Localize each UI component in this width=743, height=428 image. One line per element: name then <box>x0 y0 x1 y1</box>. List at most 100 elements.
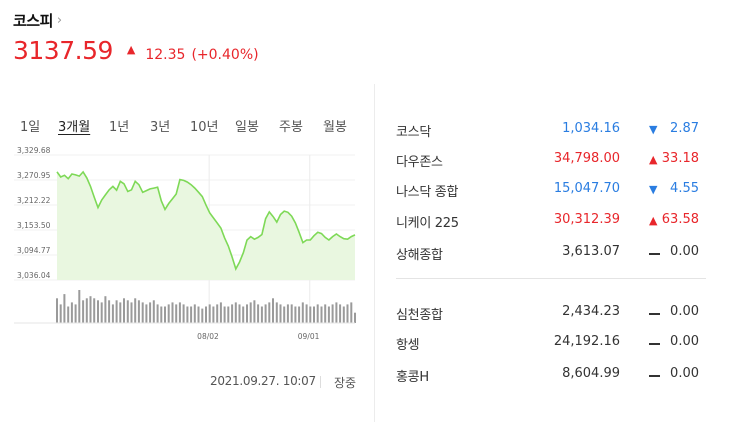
volume-bar <box>354 312 356 323</box>
index-title-link[interactable]: 코스피 › <box>13 10 62 30</box>
down-arrow-icon: ▼ <box>649 123 658 136</box>
index-row[interactable]: 심천종합 2,434.23 0.00 <box>396 304 716 324</box>
volume-bar <box>294 306 297 323</box>
volume-bar <box>242 306 245 323</box>
volume-bar <box>234 302 237 323</box>
volume-bar <box>253 300 256 323</box>
current-price: 3137.59 <box>13 36 113 65</box>
volume-bar <box>301 302 304 323</box>
index-list-divider <box>396 278 706 279</box>
price-chart[interactable]: 3,329.68 3,270.95 3,212.22 3,153.50 3,094.77… <box>0 140 360 345</box>
volume-bar <box>275 302 278 323</box>
volume-bar <box>126 300 129 323</box>
volume-bar <box>104 296 107 323</box>
tab-3y[interactable]: 3년 <box>150 120 171 135</box>
volume-bar <box>249 302 252 323</box>
index-row[interactable]: 니케이 225 30,312.39 ▲ 63.58 <box>396 212 716 232</box>
volume-bar <box>141 302 144 323</box>
x-tick-label: 09/01 <box>298 332 320 341</box>
index-value: 24,192.16 <box>553 334 620 349</box>
index-change: 0.00 <box>670 304 699 319</box>
up-arrow-icon: ▲ <box>126 43 136 56</box>
volume-bar <box>212 306 215 323</box>
index-row[interactable]: 상해종합 3,613.07 0.00 <box>396 244 716 264</box>
y-tick-label: 3,270.95 <box>17 171 51 180</box>
index-title: 코스피 <box>13 11 53 30</box>
index-value: 1,034.16 <box>562 121 620 136</box>
down-arrow-icon: ▼ <box>649 183 658 196</box>
index-row[interactable]: 나스닥 종합 15,047.70 ▼ 4.55 <box>396 181 716 201</box>
tab-3m[interactable]: 3개월 <box>58 120 91 135</box>
tab-1y[interactable]: 1년 <box>109 120 130 135</box>
volume-bar <box>201 308 204 323</box>
index-row[interactable]: 코스닥 1,034.16 ▼ 2.87 <box>396 121 716 141</box>
volume-bar <box>160 306 163 323</box>
volume-bar <box>342 306 345 323</box>
volume-bar <box>85 298 88 324</box>
tab-weekly[interactable]: 주봉 <box>279 120 303 135</box>
price-area <box>57 171 355 280</box>
volume-bar <box>100 302 103 323</box>
volume-bar <box>134 298 137 324</box>
volume-bar <box>313 306 315 323</box>
volume-bar <box>97 300 99 323</box>
no-change-dash-icon <box>649 343 660 345</box>
volume-bar <box>283 306 286 323</box>
volume-bar <box>219 302 222 323</box>
volume-bar <box>227 306 230 323</box>
index-name: 코스닥 <box>396 125 431 140</box>
volume-bar <box>93 298 96 324</box>
volume-bar <box>108 300 111 323</box>
tab-1d[interactable]: 1일 <box>20 120 41 135</box>
volume-bar <box>115 300 118 323</box>
volume-bar <box>89 296 92 323</box>
volume-bar <box>231 304 234 323</box>
volume-bar <box>316 304 319 323</box>
volume-bar <box>63 294 66 323</box>
index-change: 4.55 <box>670 181 699 196</box>
volume-bar <box>82 300 85 323</box>
index-value: 3,613.07 <box>562 244 620 259</box>
index-name: 심천종합 <box>396 308 443 323</box>
tab-daily[interactable]: 일봉 <box>235 120 259 135</box>
no-change-dash-icon <box>649 253 660 255</box>
volume-bar <box>268 302 271 323</box>
timestamp-divider <box>320 376 321 388</box>
index-change: 2.87 <box>670 121 699 136</box>
index-name: 홍콩H <box>396 370 429 385</box>
no-change-dash-icon <box>649 375 660 377</box>
chevron-right-icon: › <box>56 12 63 28</box>
volume-bar <box>178 302 181 323</box>
index-value: 8,604.99 <box>562 366 620 381</box>
volume-bar <box>264 304 267 323</box>
index-value: 34,798.00 <box>553 151 620 166</box>
up-arrow-icon: ▲ <box>649 214 658 227</box>
price-line <box>56 170 356 271</box>
index-row[interactable]: 홍콩H 8,604.99 0.00 <box>396 366 716 386</box>
index-name: 항셍 <box>396 338 420 353</box>
volume-bar <box>257 304 260 323</box>
price-summary: 3137.59 ▲ 12.35 (+0.40%) <box>13 36 259 65</box>
volume-bar <box>205 306 207 323</box>
y-tick-label: 3,212.22 <box>17 196 51 205</box>
index-row[interactable]: 다우존스 34,798.00 ▲ 33.18 <box>396 151 716 171</box>
volume-bar <box>350 302 353 323</box>
tab-10y[interactable]: 10년 <box>190 120 219 135</box>
volume-bar <box>175 304 178 323</box>
tab-monthly[interactable]: 월봉 <box>323 120 347 135</box>
price-change-percent: (+0.40%) <box>191 47 259 63</box>
volume-bar <box>149 302 152 323</box>
x-tick-label: 08/02 <box>197 332 219 341</box>
index-name: 나스닥 종합 <box>396 185 459 200</box>
index-value: 30,312.39 <box>553 212 620 227</box>
index-row[interactable]: 항셍 24,192.16 0.00 <box>396 334 716 354</box>
volume-bar <box>260 306 263 323</box>
index-name: 니케이 225 <box>396 216 459 231</box>
market-status: 장중 <box>334 376 357 390</box>
index-name: 상해종합 <box>396 248 443 263</box>
volume-bar <box>137 300 140 323</box>
volume-bar <box>193 304 196 323</box>
index-change: 0.00 <box>670 244 699 259</box>
y-tick-label: 3,153.50 <box>17 221 51 230</box>
volume-bar <box>152 300 155 323</box>
